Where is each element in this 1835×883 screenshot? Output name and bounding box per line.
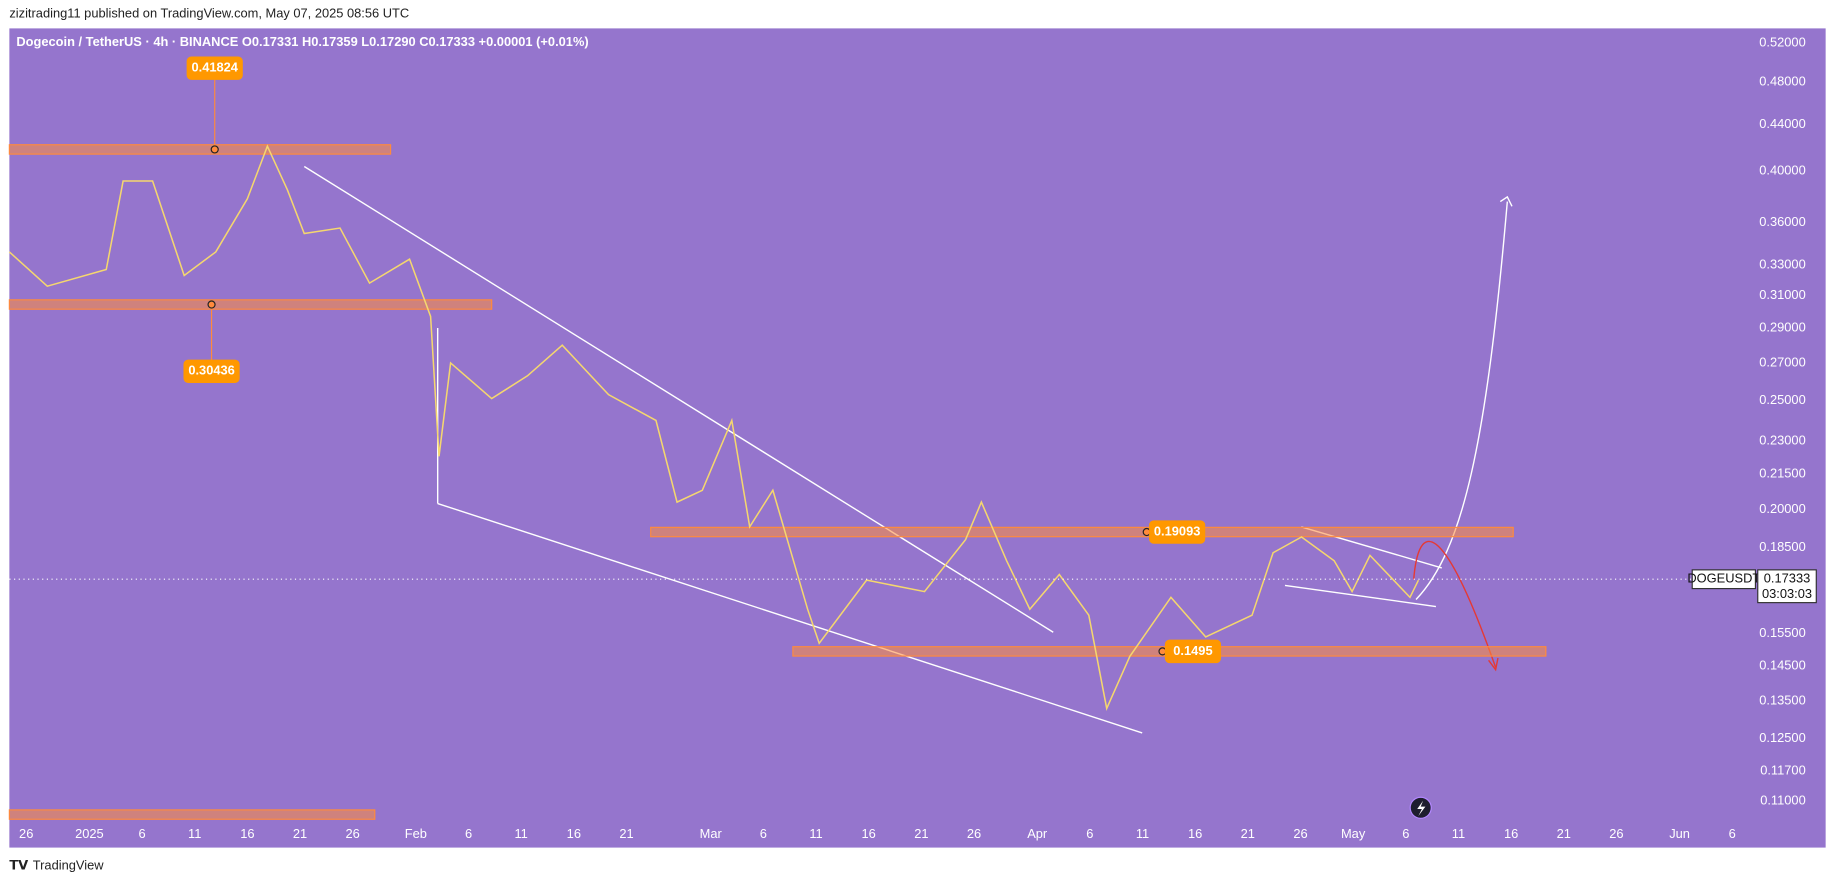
y-tick-label: 0.12500 xyxy=(1759,730,1805,745)
x-tick-label: 2025 xyxy=(75,826,104,841)
level-label: 0.30436 xyxy=(188,363,234,378)
level-label-box xyxy=(183,359,240,383)
x-tick-label: 21 xyxy=(619,826,633,841)
y-tick-label: 0.31000 xyxy=(1759,287,1805,302)
price-tag-box xyxy=(1757,569,1817,604)
footer-logo: 𝗧𝗩 xyxy=(9,858,28,873)
level-label: 0.19093 xyxy=(1154,523,1200,538)
x-tick-label: Feb xyxy=(405,826,427,841)
x-tick-label: 21 xyxy=(914,826,928,841)
x-tick-label: 11 xyxy=(1452,826,1465,841)
level-label: 0.41824 xyxy=(191,60,238,75)
x-tick-label: 16 xyxy=(1188,826,1202,841)
x-tick-label: 16 xyxy=(567,826,581,841)
x-tick-label: 26 xyxy=(967,826,981,841)
y-tick-label: 0.40000 xyxy=(1759,163,1805,178)
y-tick-label: 0.29000 xyxy=(1759,320,1805,335)
y-tick-label: 0.33000 xyxy=(1759,256,1805,271)
zone xyxy=(8,299,493,310)
projection-down xyxy=(1412,540,1497,668)
level-label: 0.1495 xyxy=(1173,643,1212,658)
x-tick-label: 21 xyxy=(1557,826,1571,841)
x-tick-label: 6 xyxy=(1402,826,1409,841)
trendline xyxy=(303,165,1054,633)
x-tick-label: 11 xyxy=(188,826,201,841)
y-tick-label: 0.11000 xyxy=(1760,792,1806,807)
x-tick-label: 21 xyxy=(293,826,307,841)
price-line xyxy=(8,144,1420,711)
price-tag: 0.17333 xyxy=(1764,571,1810,586)
symbol-tag-box xyxy=(1691,569,1757,590)
symbol-legend: Dogecoin / TetherUS · 4h · BINANCE O0.17… xyxy=(16,34,588,49)
y-tick-label: 0.14500 xyxy=(1759,658,1805,673)
arrow-head xyxy=(1499,195,1513,207)
x-tick-label: 6 xyxy=(138,826,145,841)
y-tick-label: 0.52000 xyxy=(1759,35,1805,50)
x-tick-label: Apr xyxy=(1027,826,1048,841)
footer-brand: TradingView xyxy=(33,858,104,873)
y-tick-label: 0.25000 xyxy=(1759,392,1805,407)
x-tick-label: 11 xyxy=(1136,826,1149,841)
arrow-head xyxy=(1488,657,1499,672)
y-tick-label: 0.13500 xyxy=(1759,693,1805,708)
x-tick-label: 26 xyxy=(1609,826,1623,841)
x-tick-label: Jun xyxy=(1669,826,1690,841)
plot-background xyxy=(9,28,1826,848)
x-tick-label: 6 xyxy=(465,826,472,841)
x-tick-label: 16 xyxy=(1504,826,1518,841)
publish-info: zizitrading11 published on TradingView.c… xyxy=(9,6,409,21)
zone xyxy=(8,144,392,155)
x-tick-label: Mar xyxy=(700,826,723,841)
x-tick-label: 16 xyxy=(240,826,254,841)
x-tick-label: 26 xyxy=(1293,826,1307,841)
y-tick-label: 0.15500 xyxy=(1759,625,1805,640)
x-tick-label: 26 xyxy=(346,826,360,841)
y-tick-label: 0.36000 xyxy=(1759,214,1805,229)
x-tick-label: 6 xyxy=(760,826,767,841)
symbol-tag: DOGEUSDT xyxy=(1687,571,1760,586)
countdown: 03:03:03 xyxy=(1762,586,1812,601)
level-label-box xyxy=(186,56,243,80)
zone xyxy=(8,809,376,820)
projection-up xyxy=(1415,201,1509,600)
lightning-bolt xyxy=(1417,800,1426,816)
y-tick-label: 0.18500 xyxy=(1759,539,1805,554)
trendline xyxy=(1284,584,1437,608)
x-tick-label: 6 xyxy=(1729,826,1736,841)
level-marker xyxy=(207,300,216,309)
x-tick-label: 6 xyxy=(1086,826,1093,841)
x-tick-label: 16 xyxy=(862,826,876,841)
drawings xyxy=(303,165,1513,734)
y-tick-label: 0.27000 xyxy=(1759,354,1805,369)
y-tick-label: 0.21500 xyxy=(1759,466,1805,481)
y-tick-label: 0.23000 xyxy=(1759,433,1805,448)
y-tick-label: 0.44000 xyxy=(1759,116,1805,131)
level-label-box xyxy=(1164,639,1222,664)
x-tick-label: 11 xyxy=(514,826,527,841)
zone xyxy=(650,526,1514,538)
trendline xyxy=(437,502,1143,734)
level-marker xyxy=(210,145,219,154)
x-tick-label: 21 xyxy=(1241,826,1255,841)
y-tick-label: 0.11700 xyxy=(1760,762,1806,777)
level-label-box xyxy=(1149,520,1206,544)
x-tick-label: 26 xyxy=(19,826,33,841)
y-tick-label: 0.20000 xyxy=(1759,501,1805,516)
x-tick-label: 11 xyxy=(809,826,822,841)
y-tick-label: 0.48000 xyxy=(1759,74,1805,89)
x-tick-label: May xyxy=(1341,826,1366,841)
